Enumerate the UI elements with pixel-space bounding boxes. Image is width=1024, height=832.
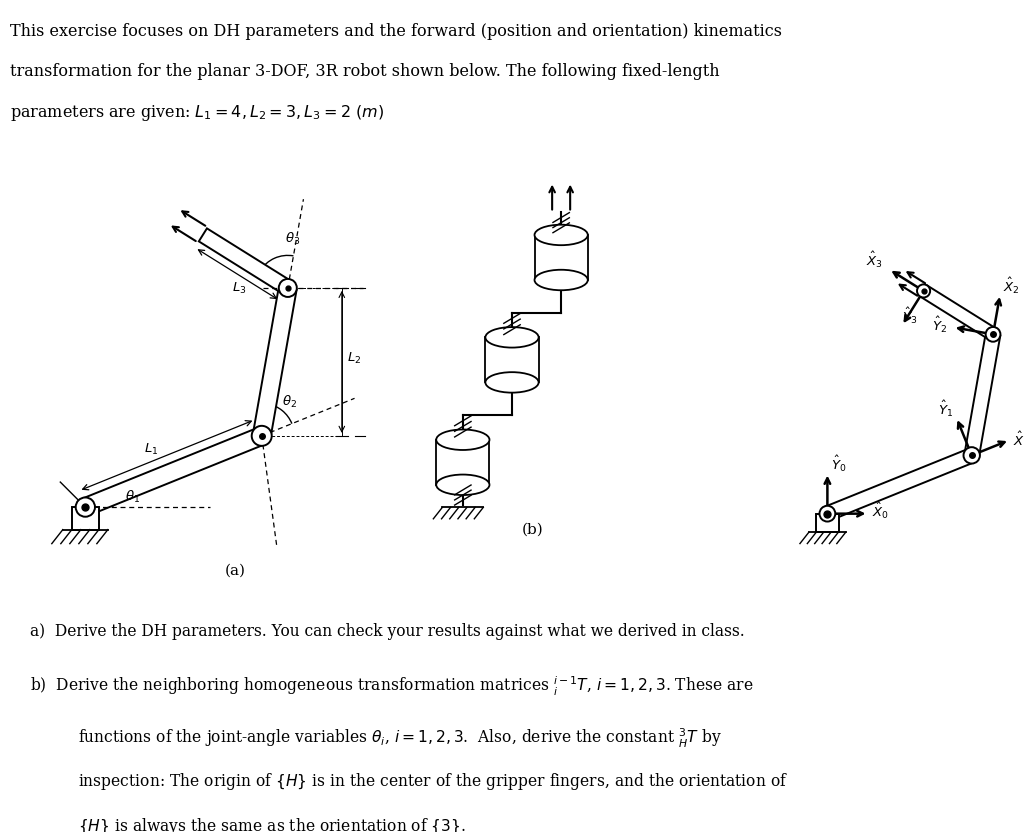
Polygon shape: [965, 333, 1000, 457]
Polygon shape: [485, 337, 539, 383]
Circle shape: [76, 498, 95, 517]
Text: (a): (a): [225, 564, 246, 577]
Text: b)  Derive the neighboring homogeneous transformation matrices $^{i-1}_{i}T$, $i: b) Derive the neighboring homogeneous tr…: [31, 675, 754, 698]
Polygon shape: [535, 235, 588, 280]
Ellipse shape: [485, 372, 539, 393]
Text: inspection: The origin of $\{H\}$ is in the center of the gripper fingers, and t: inspection: The origin of $\{H\}$ is in …: [79, 771, 788, 792]
Text: This exercise focuses on DH parameters and the forward (position and orientation: This exercise focuses on DH parameters a…: [10, 23, 782, 40]
Text: $L_3$: $L_3$: [232, 280, 247, 295]
Text: $\hat{X}_0$: $\hat{X}_0$: [871, 501, 889, 521]
Text: (b): (b): [521, 523, 544, 537]
Polygon shape: [436, 440, 489, 485]
Polygon shape: [253, 286, 297, 438]
Circle shape: [252, 426, 271, 446]
Ellipse shape: [485, 327, 539, 348]
Text: $\theta_2$: $\theta_2$: [282, 394, 297, 410]
Circle shape: [819, 506, 836, 522]
Polygon shape: [816, 513, 839, 532]
Text: $\{H\}$ is always the same as the orientation of $\{3\}$.: $\{H\}$ is always the same as the orient…: [79, 816, 467, 832]
Text: $\hat{X}_1$: $\hat{X}_1$: [1013, 430, 1024, 450]
Text: $L_2$: $L_2$: [347, 351, 361, 366]
Ellipse shape: [436, 429, 489, 450]
Polygon shape: [921, 285, 996, 340]
Ellipse shape: [535, 225, 588, 245]
Polygon shape: [72, 507, 99, 530]
Text: transformation for the planar 3-DOF, 3R robot shown below. The following fixed-l: transformation for the planar 3-DOF, 3R …: [10, 63, 720, 80]
Circle shape: [986, 327, 1000, 342]
Polygon shape: [824, 448, 975, 521]
Text: a)  Derive the DH parameters. You can check your results against what we derived: a) Derive the DH parameters. You can che…: [31, 623, 745, 640]
Polygon shape: [82, 428, 265, 516]
Text: $\hat{X}_2$: $\hat{X}_2$: [1004, 276, 1020, 296]
Ellipse shape: [436, 474, 489, 495]
Text: functions of the joint-angle variables $\theta_i$, $i = 1, 2, 3$.  Also, derive : functions of the joint-angle variables $…: [79, 726, 723, 750]
Circle shape: [918, 285, 930, 298]
Text: $\hat{Y}_0$: $\hat{Y}_0$: [830, 453, 846, 473]
Circle shape: [964, 447, 980, 463]
Text: $\theta_3$: $\theta_3$: [286, 230, 300, 247]
Text: $\hat{Y}_3$: $\hat{Y}_3$: [902, 306, 918, 326]
Text: $L_1$: $L_1$: [144, 442, 159, 457]
Text: parameters are given: $L_1 = 4, L_2 = 3, L_3 = 2$ $(m)$: parameters are given: $L_1 = 4, L_2 = 3,…: [10, 103, 384, 123]
Text: $\hat{Y}_1$: $\hat{Y}_1$: [938, 399, 953, 419]
Polygon shape: [199, 228, 292, 295]
Text: $\theta_1$: $\theta_1$: [125, 489, 140, 505]
Text: $\hat{X}_3$: $\hat{X}_3$: [866, 250, 884, 270]
Text: $\hat{Y}_2$: $\hat{Y}_2$: [932, 315, 947, 335]
Ellipse shape: [535, 270, 588, 290]
Circle shape: [279, 279, 297, 297]
